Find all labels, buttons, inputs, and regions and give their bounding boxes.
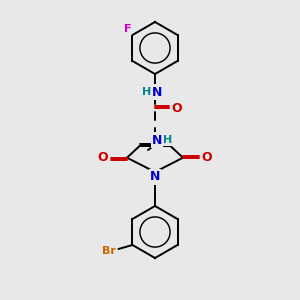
Text: Br: Br: [101, 246, 116, 256]
Text: F: F: [124, 24, 131, 34]
Text: N: N: [152, 85, 162, 98]
Text: O: O: [202, 151, 212, 164]
Text: H: H: [142, 87, 152, 97]
Text: O: O: [172, 101, 182, 115]
Text: H: H: [164, 135, 172, 145]
Text: N: N: [152, 134, 162, 146]
Text: N: N: [150, 170, 160, 184]
Text: O: O: [98, 151, 108, 164]
